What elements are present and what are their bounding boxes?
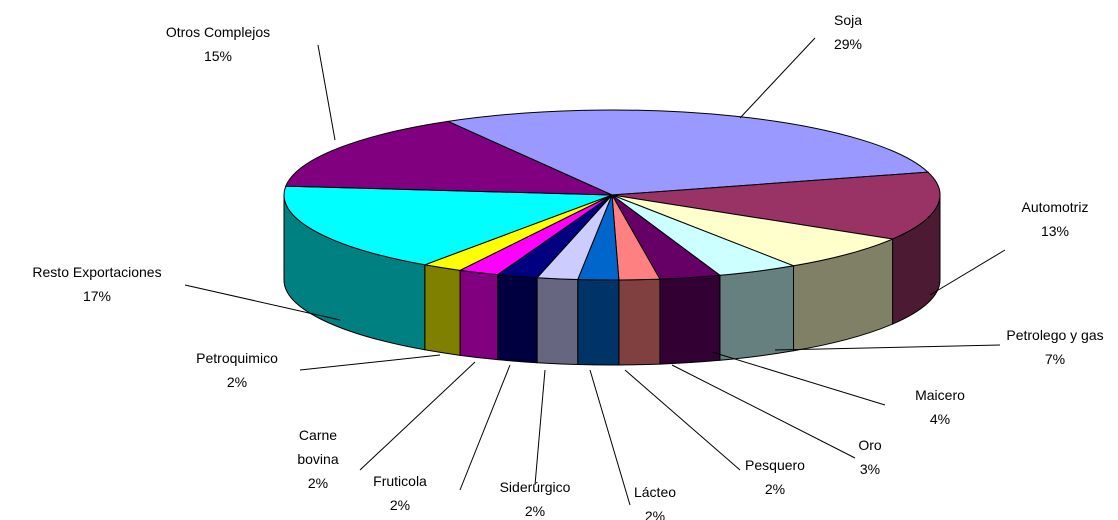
pie-side <box>497 274 538 364</box>
slice-label: Maicero 4% <box>915 383 965 431</box>
slice-percent: 7% <box>1044 351 1066 367</box>
slice-name: Resto Exportaciones <box>32 264 162 280</box>
slice-name: Pesquero <box>745 457 805 473</box>
slice-name: Soja <box>833 12 863 28</box>
slice-name: Petrolego y gas <box>1006 327 1104 343</box>
slice-name: Oro <box>858 437 882 453</box>
pie-side <box>424 264 461 356</box>
slice-name: Lácteo <box>633 484 677 500</box>
slice-name: Otros Complejos <box>165 24 271 40</box>
leader-line <box>774 344 1001 351</box>
slice-name: Siderúrgico <box>499 479 571 495</box>
slice-percent: 29% <box>833 36 863 52</box>
slice-label: Pesquero 2% <box>745 453 805 501</box>
pie-slice <box>283 185 613 266</box>
slice-percent: 2% <box>764 481 786 497</box>
slice-percent: 2% <box>389 497 411 513</box>
slice-label: Petrolego y gas 7% <box>1006 323 1103 371</box>
pie-side <box>659 274 721 365</box>
slice-label: Oro 3% <box>858 433 881 481</box>
slice-label: Resto Exportaciones 17% <box>32 260 161 308</box>
leader-line <box>589 369 631 506</box>
leader-line <box>359 361 476 471</box>
slice-name: Automotriz <box>1021 199 1089 215</box>
slice-percent: 2% <box>524 503 546 519</box>
slice-label: Lácteo 2% <box>634 480 676 520</box>
leader-line <box>317 44 336 141</box>
leader-line <box>459 364 511 491</box>
leader-line <box>624 369 741 471</box>
slice-percent: 3% <box>859 461 881 477</box>
slice-name: Petroquimico <box>196 350 278 366</box>
leader-line <box>184 284 341 321</box>
pie-side <box>618 278 661 366</box>
leader-line <box>299 354 441 371</box>
leader-line <box>929 249 1006 296</box>
slice-label: Fruticola 2% <box>373 469 427 517</box>
pie-slice <box>285 120 613 196</box>
leader-line <box>671 364 856 459</box>
slice-name: Carne bovina <box>297 427 339 467</box>
slice-percent: 4% <box>929 411 951 427</box>
slice-label: Siderúrgico 2% <box>500 475 571 520</box>
pie-side <box>536 277 579 366</box>
slice-percent: 2% <box>644 508 666 520</box>
pie-slice <box>446 109 930 196</box>
pie-slice <box>611 194 895 267</box>
pie-slice <box>611 171 941 240</box>
slice-percent: 13% <box>1040 223 1070 239</box>
leader-line <box>739 37 816 119</box>
slice-label: Soja 29% <box>834 8 862 56</box>
slice-label: Automotriz 13% <box>1022 195 1089 243</box>
slice-percent: 2% <box>226 374 248 390</box>
slice-name: Fruticola <box>373 473 427 489</box>
leader-line <box>711 351 886 406</box>
slice-label: Petroquimico 2% <box>196 346 278 394</box>
leader-line <box>534 369 546 486</box>
slice-label: Carne bovina 2% <box>293 423 343 495</box>
slice-label: Otros Complejos 15% <box>166 20 270 68</box>
pie-side <box>577 279 620 366</box>
slice-percent: 2% <box>307 475 329 491</box>
slice-percent: 15% <box>203 48 233 64</box>
slice-percent: 17% <box>82 288 112 304</box>
pie-side <box>459 269 499 361</box>
pie-side <box>719 265 795 361</box>
slice-name: Maicero <box>915 387 965 403</box>
